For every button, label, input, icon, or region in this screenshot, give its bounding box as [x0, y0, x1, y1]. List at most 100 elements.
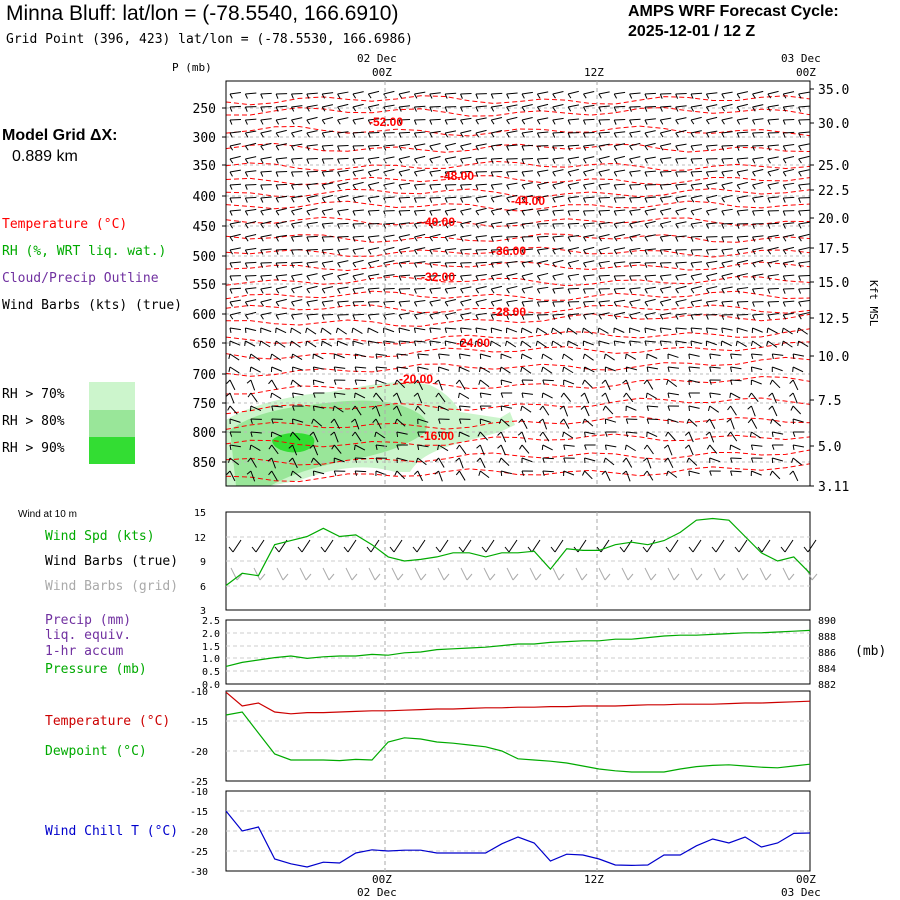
- wind-barb-flag: [398, 262, 402, 268]
- wind-barb-staff: [751, 470, 762, 476]
- wind-barb-flag: [552, 262, 556, 268]
- wind-barb-staff: [798, 340, 809, 347]
- wind-barb-staff: [660, 117, 672, 121]
- wind-barb-flag: [642, 457, 648, 462]
- wind-barb-staff: [480, 392, 492, 396]
- wind-barb-flag: [567, 275, 571, 281]
- wind-barb-staff: [368, 209, 380, 212]
- wind-barb-staff: [568, 313, 580, 316]
- wind-barb-flag: [374, 431, 377, 437]
- wind-barb-flag: [229, 184, 233, 190]
- wind-barb-staff: [438, 470, 443, 482]
- wind-barb-staff: [537, 327, 548, 335]
- wind-barb-staff: [354, 444, 366, 451]
- wind-barb-flag: [290, 470, 294, 476]
- wind-barb-flag: [518, 418, 523, 424]
- wind-barb-flag: [613, 249, 618, 255]
- wind-barb-staff: [675, 327, 687, 330]
- wind-barb-staff: [445, 248, 457, 251]
- wind-barb-staff: [568, 234, 580, 238]
- wind-barb-flag: [354, 444, 356, 451]
- wind-barb-flag: [552, 275, 556, 281]
- wind-barb-flag: [644, 132, 649, 138]
- wind-barb-staff: [583, 274, 595, 277]
- wind-barb-staff: [605, 444, 617, 448]
- wind-barb-staff: [460, 340, 472, 345]
- wind-barb-staff: [552, 287, 564, 290]
- wind-barb-flag: [560, 418, 565, 424]
- wind-barb-flag: [613, 301, 618, 307]
- wind-barb-staff: [567, 327, 578, 335]
- wind-barb-staff: [629, 287, 641, 290]
- wind-barb-flag: [644, 158, 648, 164]
- wind-barb-staff: [767, 104, 779, 108]
- wind-barb-staff: [798, 91, 810, 95]
- wind-barb-flag: [367, 119, 372, 125]
- wind-barb-staff: [614, 247, 626, 251]
- wind-barb-flag: [500, 405, 503, 412]
- wind-barb-flag: [228, 457, 231, 463]
- wind-barb-flag: [690, 132, 695, 138]
- wind-barb-flag: [244, 314, 249, 320]
- wind-barb-flag: [536, 145, 540, 151]
- wind-barb-staff: [691, 327, 703, 330]
- wind-barb-staff: [368, 313, 380, 316]
- wind-barb-staff: [460, 196, 472, 199]
- wind-barb-flag: [690, 236, 694, 242]
- wind-barb-staff: [798, 155, 810, 160]
- wind-barb-flag: [752, 236, 756, 242]
- wind-barb-flag: [226, 470, 231, 475]
- wind-barb-flag: [475, 288, 480, 294]
- wind-barb-flag: [247, 392, 252, 398]
- wind-barb-flag: [367, 262, 372, 268]
- wind-barb-staff: [709, 444, 718, 454]
- wind-barb-flag: [460, 119, 464, 125]
- wind-barb-staff: [737, 327, 748, 332]
- wind-barb-flag: [413, 379, 419, 384]
- wind-barb-flag: [490, 210, 495, 216]
- wind-barb-flag: [644, 210, 648, 216]
- wind-barb-staff: [396, 470, 406, 480]
- wind-barb-flag: [354, 470, 358, 476]
- wind-barb-staff: [459, 444, 467, 455]
- wind-barb-flag: [782, 301, 786, 307]
- surface-wind-barbs-grid: [230, 567, 818, 581]
- wind-barb-staff: [475, 312, 487, 316]
- wind-barb-staff: [783, 300, 795, 303]
- wind-barb-staff: [229, 311, 241, 316]
- wind-barb-staff: [767, 90, 779, 95]
- wind-barb-staff: [429, 142, 441, 147]
- wind-barb-flag: [415, 457, 419, 463]
- wind-barb-staff: [337, 222, 349, 225]
- wind-barb-flag: [644, 93, 648, 99]
- chill-ytick--30: -30: [190, 867, 208, 878]
- wind-barb-staff: [414, 340, 426, 343]
- wind-barb-flag: [274, 340, 277, 346]
- wind-barb-flag: [643, 444, 648, 450]
- wind-barb-flag: [321, 236, 325, 242]
- wind-barb-flag: [229, 158, 234, 164]
- wind-barb-staff: [414, 221, 426, 225]
- pressure-tick-600: 600: [193, 308, 216, 323]
- wind-barb-flag: [260, 184, 264, 190]
- wind-barb-staff: [368, 156, 380, 160]
- wind-barb-flag: [598, 288, 602, 294]
- wind-barb-flag: [659, 301, 664, 307]
- wind-barb-staff: [690, 273, 702, 277]
- wind-barb-flag: [352, 119, 356, 125]
- wind-barb-staff: [322, 130, 334, 134]
- isotherm-label--36.00: -36.00: [492, 244, 526, 258]
- wind-barb-flag: [752, 93, 756, 99]
- isotherm-label--52.00: -52.00: [369, 115, 403, 129]
- wind-barb-flag: [333, 470, 337, 476]
- wind-barb-flag: [291, 262, 294, 268]
- wind-barb-staff: [644, 220, 656, 225]
- wind-barb-flag: [541, 366, 544, 372]
- wind-barb-flag: [705, 431, 711, 436]
- wind-barb-staff: [690, 285, 702, 290]
- wind-barb-staff: [445, 311, 456, 316]
- wind-barb-staff: [598, 155, 610, 160]
- wind-barb-flag: [521, 119, 526, 125]
- wind-barb-staff: [772, 353, 784, 356]
- wind-barb-staff: [438, 457, 445, 468]
